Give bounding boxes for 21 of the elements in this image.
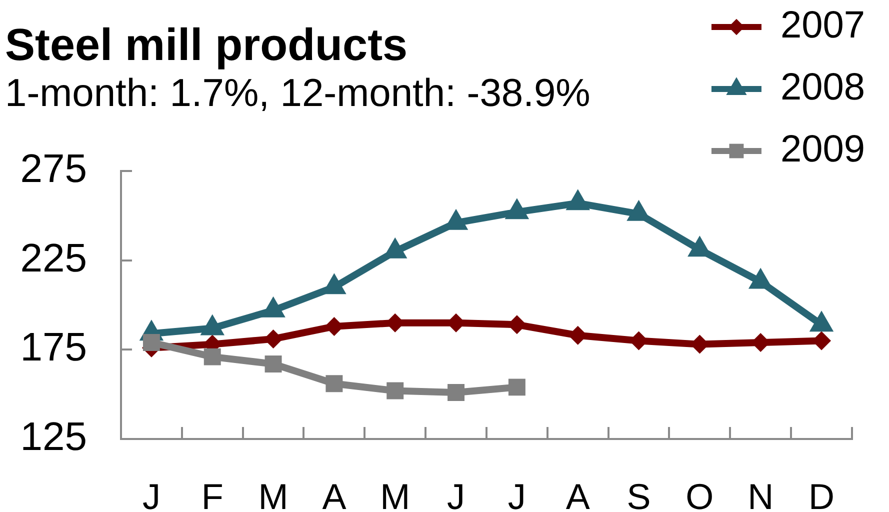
legend-label: 2007 [780, 4, 866, 46]
x-tick-label: S [626, 476, 651, 512]
x-tick-label: N [748, 476, 774, 512]
y-tick-label: 275 [20, 147, 87, 192]
y-tick-label: 175 [20, 326, 87, 370]
chart-title: Steel mill products [5, 19, 408, 70]
legend-label: 2008 [780, 66, 866, 108]
x-tick-label: D [808, 476, 834, 512]
x-tick-label: M [380, 476, 410, 512]
x-tick-label: J [142, 476, 160, 512]
x-tick-label: F [201, 476, 224, 512]
x-tick-label: O [686, 476, 714, 512]
legend-label: 2009 [780, 128, 866, 170]
x-tick-label: A [322, 476, 346, 512]
x-tick-label: M [258, 476, 288, 512]
y-tick-label: 225 [20, 236, 87, 280]
x-tick-label: A [566, 476, 590, 512]
x-tick-label: J [447, 476, 466, 512]
y-tick-label: 125 [20, 415, 87, 460]
x-tick-label: J [508, 476, 526, 512]
chart-subtitle: 1-month: 1.7%, 12-month: -38.9% [5, 72, 590, 115]
